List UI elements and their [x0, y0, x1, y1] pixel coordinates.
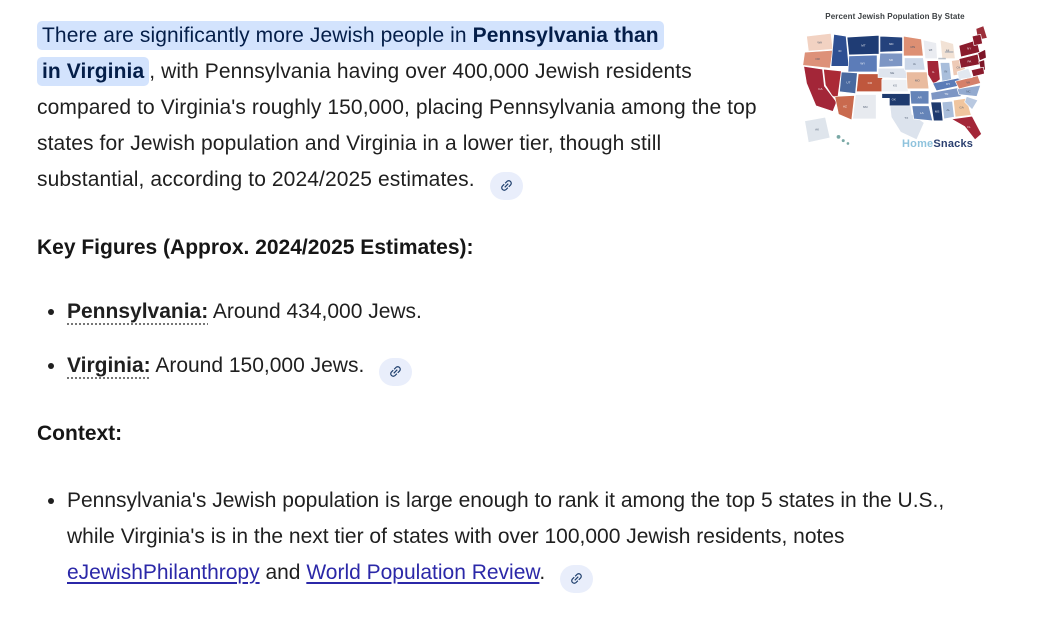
svg-text:AZ: AZ: [843, 105, 847, 109]
source-link-chip[interactable]: [489, 171, 523, 200]
svg-text:OK: OK: [892, 97, 896, 101]
svg-text:NE: NE: [890, 71, 894, 75]
svg-text:SD: SD: [889, 58, 894, 62]
link-world-population-review[interactable]: World Population Review: [306, 561, 540, 584]
source-link-chip[interactable]: [379, 357, 413, 386]
pennsylvania-value: Around 434,000 Jews.: [208, 300, 422, 323]
svg-text:ID: ID: [838, 49, 842, 53]
svg-text:MI: MI: [946, 48, 949, 52]
homesnacks-watermark: HomeSnacks: [902, 138, 973, 150]
svg-text:AK: AK: [815, 128, 819, 132]
context-text-3: .: [539, 561, 546, 584]
virginia-value: Around 150,000 Jews.: [150, 354, 365, 377]
svg-text:VA: VA: [966, 80, 970, 84]
link-icon: [571, 573, 582, 584]
svg-text:TN: TN: [944, 92, 948, 96]
svg-text:MN: MN: [911, 45, 916, 49]
answer-paragraph: There are significantly more Jewish peop…: [37, 18, 761, 200]
svg-text:UT: UT: [846, 81, 850, 85]
context-heading: Context:: [37, 422, 123, 445]
svg-text:TX: TX: [904, 116, 908, 120]
context-bullet: Pennsylvania's Jewish population is larg…: [67, 483, 957, 593]
pennsylvania-term[interactable]: Pennsylvania:: [67, 300, 209, 323]
svg-text:FL: FL: [967, 125, 971, 129]
svg-text:CA: CA: [818, 87, 822, 91]
svg-text:GA: GA: [959, 106, 963, 110]
watermark-snacks: Snacks: [933, 138, 974, 150]
svg-text:AR: AR: [918, 95, 923, 99]
svg-text:NY: NY: [967, 47, 971, 51]
svg-text:AL: AL: [946, 108, 950, 112]
list-item-virginia: Virginia: Around 150,000 Jews.: [67, 351, 422, 386]
svg-text:MO: MO: [915, 78, 920, 82]
key-figures-list: Pennsylvania: Around 434,000 Jews. Virgi…: [37, 297, 422, 410]
key-figures-heading: Key Figures (Approx. 2024/2025 Estimates…: [37, 236, 474, 259]
svg-text:NM: NM: [863, 105, 868, 109]
highlight-text-bold-1: Pennsylvania than: [472, 24, 659, 47]
svg-text:OH: OH: [957, 65, 962, 69]
source-link-chip[interactable]: [560, 564, 594, 593]
svg-text:KY: KY: [946, 82, 950, 86]
svg-text:IL: IL: [932, 70, 935, 74]
watermark-home: Home: [902, 138, 934, 150]
context-text-2: and: [259, 561, 307, 584]
svg-text:NC: NC: [966, 89, 971, 93]
map-thumbnail[interactable]: Percent Jewish Population By State WA OR C…: [799, 12, 991, 162]
svg-text:MT: MT: [861, 43, 865, 47]
link-ejewishphilanthropy[interactable]: eJewishPhilanthropy: [67, 561, 260, 584]
svg-text:CO: CO: [868, 81, 873, 85]
svg-text:MS: MS: [935, 110, 940, 114]
svg-text:LA: LA: [920, 111, 924, 115]
us-choropleth-map: WA OR CA ID MT WY UT CO AZ NM ND SD NE KS TX OK MN IA MO AR…: [802, 25, 988, 145]
link-icon: [500, 180, 512, 191]
svg-text:OR: OR: [815, 57, 820, 61]
context-list: Pennsylvania's Jewish population is larg…: [37, 483, 957, 593]
svg-text:ND: ND: [889, 42, 894, 46]
svg-text:WA: WA: [817, 41, 822, 45]
highlight-text-bold-2: in Virginia: [42, 60, 145, 83]
svg-text:KS: KS: [893, 84, 897, 88]
map-title: Percent Jewish Population By State: [825, 12, 965, 21]
highlight-text-regular: There are significantly more Jewish peop…: [42, 24, 473, 47]
svg-text:IN: IN: [944, 70, 947, 74]
context-text-1: Pennsylvania's Jewish population is larg…: [67, 489, 945, 548]
svg-text:IA: IA: [913, 62, 916, 66]
svg-text:PA: PA: [967, 59, 971, 63]
virginia-term[interactable]: Virginia:: [67, 354, 151, 377]
paragraph-rest: , with Pennsylvania having over 400,000 …: [37, 60, 757, 191]
svg-text:WY: WY: [860, 62, 865, 66]
link-icon: [390, 366, 401, 377]
svg-text:WI: WI: [929, 48, 933, 52]
list-item-pennsylvania: Pennsylvania: Around 434,000 Jews.: [67, 297, 422, 327]
